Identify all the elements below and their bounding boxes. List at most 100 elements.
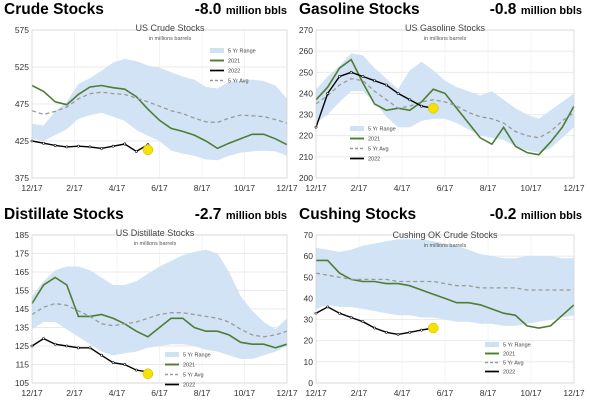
- series-line-5-yr-avg: [315, 272, 574, 291]
- legend-entry: 2022: [503, 370, 515, 376]
- series-point-2022: [76, 346, 80, 350]
- series-line-5-yr-avg: [315, 77, 575, 139]
- y-tick-label: 525: [15, 62, 29, 72]
- series-point-2022: [65, 145, 69, 149]
- y-tick-label: 575: [15, 25, 29, 35]
- series-point-2022: [338, 311, 341, 315]
- y-tick-label: 125: [15, 341, 29, 351]
- x-tick-label: 6/17: [437, 183, 454, 193]
- latest-value-marker: [142, 368, 154, 379]
- plot-frame: [31, 234, 288, 384]
- plot-frame: [315, 234, 575, 384]
- panel-name: Cushing Stocks: [299, 206, 417, 223]
- series-point-2022: [134, 149, 138, 153]
- y-tick-label: 50: [304, 272, 314, 282]
- panel-change: -0.8 million bbls: [490, 1, 582, 19]
- legend-entry: 5 Yr Avg: [503, 361, 524, 367]
- legend-swatch-range: [350, 126, 364, 131]
- chart-subtitle: in millions barrels: [134, 241, 177, 247]
- x-tick-label: 12/17: [305, 183, 327, 193]
- y-tick-label: 155: [15, 286, 29, 296]
- series-point-2022: [396, 92, 400, 95]
- series-point-2022: [420, 328, 423, 332]
- x-tick-label: 10/17: [234, 388, 256, 398]
- series-point-2022: [373, 326, 377, 330]
- series-point-2022: [373, 79, 377, 83]
- series-line-2021: [31, 276, 288, 349]
- series-point-2022: [326, 92, 330, 95]
- x-tick-label: 6/17: [437, 388, 454, 398]
- change-value: -0.2: [489, 206, 517, 223]
- chart-subtitle: in millions barrels: [149, 36, 192, 42]
- y-tick-label: 145: [15, 304, 29, 314]
- y-tick-label: 30: [304, 315, 314, 325]
- x-tick-label: 4/17: [109, 183, 126, 193]
- y-tick-label: 0: [308, 378, 313, 388]
- series-point-2022: [65, 344, 69, 348]
- x-tick-label: 12/17: [276, 388, 298, 398]
- chart-title: US Gasoline Stocks: [405, 23, 486, 33]
- x-tick-label: 2/17: [351, 183, 368, 193]
- panel-header: Cushing Stocks -0.2 million bbls: [295, 205, 590, 227]
- y-tick-label: 210: [299, 152, 313, 162]
- x-tick-label: 2/17: [351, 388, 368, 398]
- series-point-2022: [408, 330, 412, 334]
- legend-entry: 2022: [368, 157, 380, 163]
- y-tick-label: 105: [15, 378, 29, 388]
- series-point-2022: [349, 316, 353, 319]
- x-tick-label: 12/17: [563, 183, 585, 193]
- series-point-2022: [76, 144, 80, 148]
- latest-value-marker: [428, 102, 439, 114]
- panel-name: Gasoline Stocks: [299, 1, 420, 18]
- five-year-range-band: [32, 58, 287, 161]
- series-line-2021: [316, 259, 575, 329]
- x-tick-label: 4/17: [109, 388, 126, 398]
- y-tick-label: 230: [299, 110, 313, 120]
- series-point-2022: [349, 70, 353, 74]
- series-point-2022: [361, 75, 365, 78]
- chart-title: US Crude Stocks: [135, 23, 205, 33]
- y-tick-label: 115: [15, 360, 29, 370]
- legend-entry: 5 Yr Avg: [228, 79, 249, 85]
- change-value: -0.8: [489, 1, 517, 18]
- panel-cushing: Cushing Stocks -0.2 million bbls 70 60 50 4…: [295, 205, 590, 410]
- x-tick-label: 4/17: [394, 388, 411, 398]
- change-value: -2.7: [194, 206, 222, 223]
- series-point-2022: [408, 98, 412, 102]
- x-tick-label: 2/17: [66, 388, 83, 398]
- series-point-2022: [100, 146, 103, 150]
- series-point-2022: [100, 353, 103, 357]
- series-point-2022: [361, 320, 365, 324]
- series-line-5-yr-avg: [31, 91, 288, 124]
- y-tick-label: 240: [299, 88, 313, 98]
- legend-entry: 5 Yr Range: [503, 343, 531, 349]
- five-year-range-band: [32, 249, 287, 359]
- legend-entry: 5 Yr Range: [228, 49, 256, 55]
- y-tick-label: 220: [299, 131, 313, 141]
- panel-distillate: Distillate Stocks -2.7 million bbls 185 1…: [0, 205, 298, 410]
- series-point-2022: [134, 368, 138, 372]
- x-tick-label: 12/17: [21, 388, 43, 398]
- latest-value-marker: [428, 322, 439, 334]
- panel-crude: Crude Stocks -8.0 million bbls 575 525 475…: [0, 0, 298, 205]
- x-tick-label: 6/17: [151, 388, 168, 398]
- x-tick-label: 4/17: [394, 183, 411, 193]
- y-tick-label: 270: [299, 25, 313, 35]
- x-tick-label: 12/17: [305, 388, 327, 398]
- x-tick-label: 2/17: [66, 183, 83, 193]
- legend-entry: 2022: [183, 383, 195, 389]
- y-tick-label: 375: [15, 173, 29, 183]
- x-tick-label: 8/17: [194, 388, 211, 398]
- legend-swatch-range: [485, 342, 499, 347]
- x-tick-label: 10/17: [520, 388, 542, 398]
- change-unit: million bbls: [520, 5, 582, 17]
- change-unit: million bbls: [520, 210, 582, 222]
- panel-change: -2.7 million bbls: [195, 206, 287, 224]
- y-tick-label: 70: [304, 230, 314, 240]
- legend-entry: 2021: [503, 352, 515, 358]
- series-point-2022: [42, 337, 45, 341]
- x-tick-label: 12/17: [563, 388, 585, 398]
